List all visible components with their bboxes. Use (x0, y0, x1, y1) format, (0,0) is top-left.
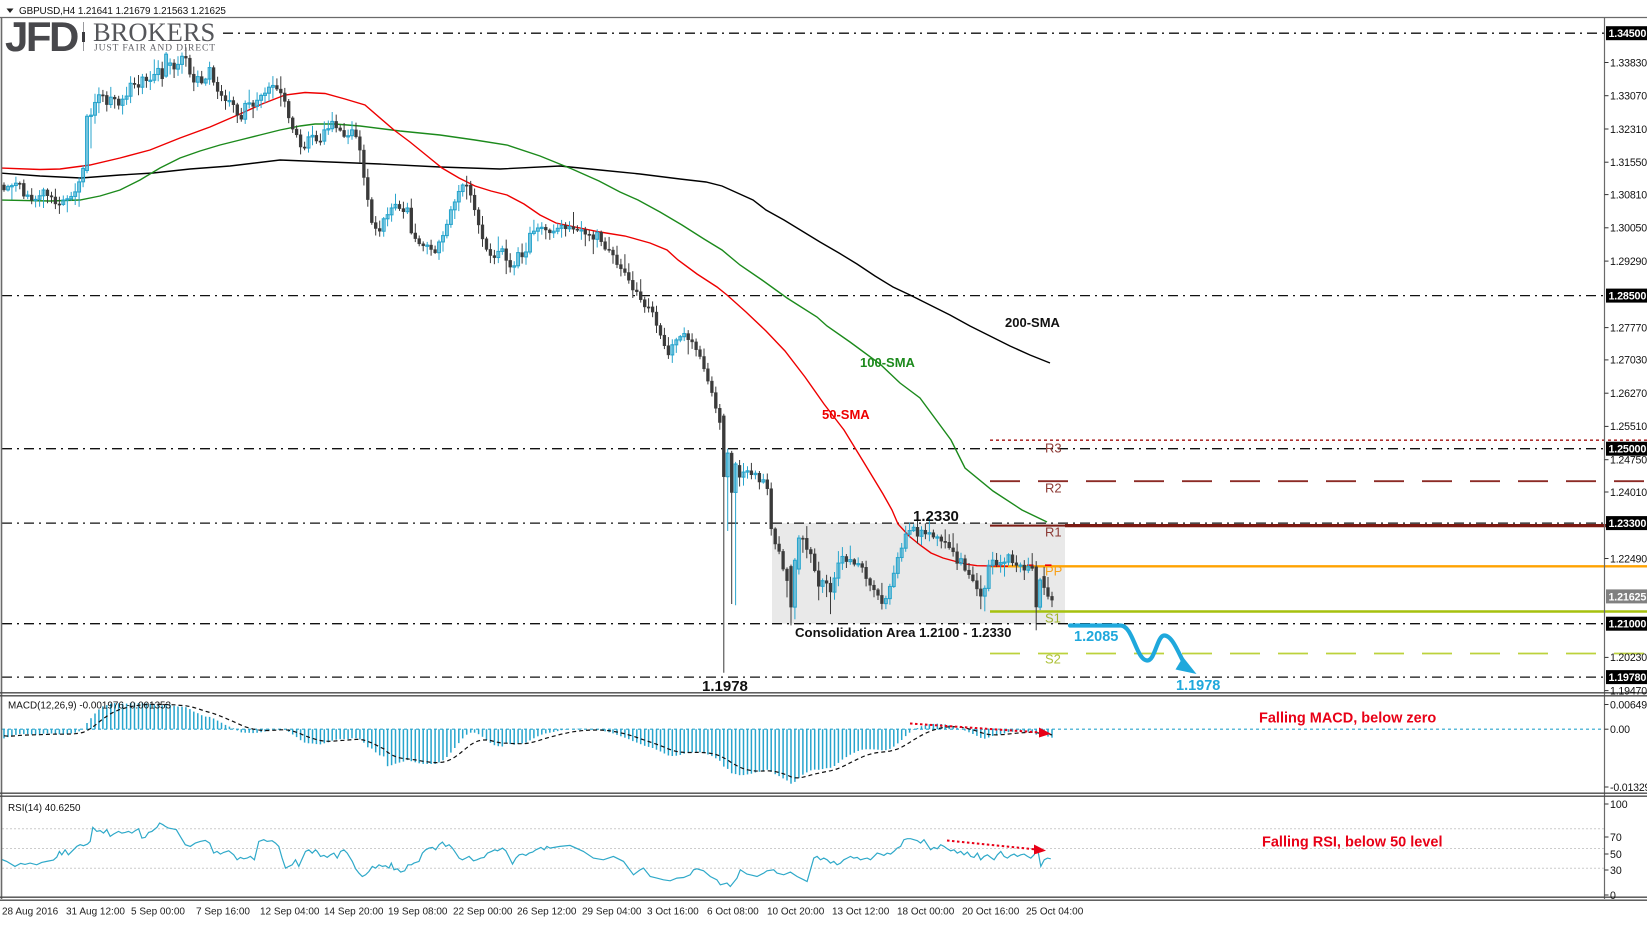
svg-text:R2: R2 (1045, 481, 1062, 496)
svg-text:1.26270: 1.26270 (1610, 388, 1647, 400)
svg-text:1.20230: 1.20230 (1610, 652, 1647, 664)
svg-text:13 Oct 12:00: 13 Oct 12:00 (832, 907, 890, 918)
svg-text:0.00: 0.00 (1610, 724, 1630, 736)
svg-text:BROKERS: BROKERS (93, 17, 215, 47)
svg-text:MACD(12,26,9) -0.001976 -0.001: MACD(12,26,9) -0.001976 -0.001353 (8, 701, 172, 712)
svg-text:14 Sep 20:00: 14 Sep 20:00 (324, 907, 384, 918)
svg-text:1.33830: 1.33830 (1610, 57, 1647, 69)
svg-text:S2: S2 (1045, 652, 1061, 667)
svg-text:PP: PP (1045, 564, 1062, 579)
svg-text:5 Sep 00:00: 5 Sep 00:00 (131, 907, 185, 918)
svg-text:1.21000: 1.21000 (1609, 619, 1647, 631)
svg-text:1.1978: 1.1978 (1176, 678, 1220, 694)
svg-text:1.34500: 1.34500 (1609, 28, 1647, 40)
svg-text:1.27770: 1.27770 (1610, 322, 1647, 334)
svg-text:JUST FAIR AND DIRECT: JUST FAIR AND DIRECT (94, 43, 216, 54)
svg-text:28 Aug 2016: 28 Aug 2016 (2, 907, 59, 918)
svg-text:JFD: JFD (5, 13, 78, 60)
svg-text:50: 50 (1610, 849, 1622, 861)
svg-text:25 Oct 04:00: 25 Oct 04:00 (1026, 907, 1084, 918)
svg-text:1.19780: 1.19780 (1609, 672, 1647, 684)
svg-text:1.2085: 1.2085 (1074, 629, 1118, 645)
svg-text:1.30810: 1.30810 (1610, 189, 1647, 201)
svg-text:Falling MACD, below zero: Falling MACD, below zero (1259, 711, 1436, 727)
svg-text:1.21625: 1.21625 (1609, 591, 1647, 603)
svg-text:0.006499: 0.006499 (1610, 699, 1647, 711)
svg-text:1.33070: 1.33070 (1610, 91, 1647, 103)
svg-text:31 Aug 12:00: 31 Aug 12:00 (66, 907, 125, 918)
svg-text:1.24010: 1.24010 (1610, 487, 1647, 499)
svg-text:1.23300: 1.23300 (1609, 518, 1647, 530)
svg-text:1.28500: 1.28500 (1609, 291, 1647, 303)
svg-text:12 Sep 04:00: 12 Sep 04:00 (260, 907, 320, 918)
svg-text:1.31550: 1.31550 (1610, 157, 1647, 169)
svg-text:1.1978: 1.1978 (702, 678, 748, 695)
svg-text:0: 0 (1610, 890, 1616, 902)
svg-text:100-SMA: 100-SMA (860, 355, 916, 370)
svg-text:1.29290: 1.29290 (1610, 256, 1647, 268)
svg-text:S1: S1 (1045, 611, 1061, 626)
svg-text:19 Sep 08:00: 19 Sep 08:00 (388, 907, 448, 918)
svg-text:26 Sep 12:00: 26 Sep 12:00 (517, 907, 577, 918)
svg-text:30: 30 (1610, 865, 1622, 877)
svg-text:1.25510: 1.25510 (1610, 421, 1647, 433)
svg-text:1.30050: 1.30050 (1610, 223, 1647, 235)
svg-text:GBPUSD,H4 1.21641 1.21679 1.2: GBPUSD,H4 1.21641 1.21679 1.21563 1.2162… (19, 6, 226, 17)
svg-text:7 Sep 16:00: 7 Sep 16:00 (196, 907, 250, 918)
svg-text:1.24750: 1.24750 (1610, 455, 1647, 467)
svg-text:50-SMA: 50-SMA (822, 407, 870, 422)
svg-text:6 Oct 08:00: 6 Oct 08:00 (707, 907, 759, 918)
svg-text:70: 70 (1610, 832, 1622, 844)
svg-text:100: 100 (1610, 799, 1628, 811)
svg-text:1.25000: 1.25000 (1609, 444, 1647, 456)
svg-text:18 Oct 00:00: 18 Oct 00:00 (897, 907, 955, 918)
svg-text:-0.013298: -0.013298 (1610, 782, 1647, 794)
svg-text:Falling RSI, below 50 level: Falling RSI, below 50 level (1262, 835, 1443, 851)
svg-text:3 Oct 16:00: 3 Oct 16:00 (647, 907, 699, 918)
svg-text:1.27030: 1.27030 (1610, 355, 1647, 367)
svg-text:10 Oct 20:00: 10 Oct 20:00 (767, 907, 825, 918)
svg-text:1.2330: 1.2330 (913, 508, 959, 525)
svg-text:R3: R3 (1045, 441, 1062, 456)
svg-text:200-SMA: 200-SMA (1005, 315, 1061, 330)
svg-text:R1: R1 (1045, 525, 1062, 540)
svg-text:1.32310: 1.32310 (1610, 124, 1647, 136)
svg-text:1.19470: 1.19470 (1610, 685, 1647, 697)
svg-text:Consolidation Area 1.2100 - 1.: Consolidation Area 1.2100 - 1.2330 (795, 625, 1011, 640)
svg-text:20 Oct 16:00: 20 Oct 16:00 (962, 907, 1020, 918)
svg-text:22 Sep 00:00: 22 Sep 00:00 (453, 907, 513, 918)
svg-text:29 Sep 04:00: 29 Sep 04:00 (582, 907, 642, 918)
svg-text:1.22490: 1.22490 (1610, 553, 1647, 565)
svg-text:RSI(14) 40.6250: RSI(14) 40.6250 (8, 803, 81, 814)
